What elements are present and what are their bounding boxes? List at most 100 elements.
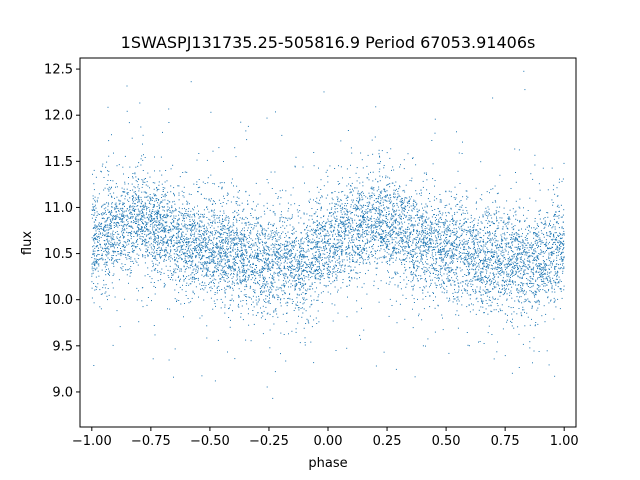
data-point <box>454 231 456 233</box>
data-point <box>157 189 159 190</box>
data-point <box>355 237 357 239</box>
data-point <box>303 257 305 259</box>
data-point <box>246 252 248 254</box>
data-point <box>208 258 210 260</box>
data-point <box>456 204 458 205</box>
data-point <box>120 218 122 220</box>
data-point <box>171 205 173 207</box>
data-point <box>477 219 479 221</box>
data-point <box>422 345 424 347</box>
data-point <box>532 362 533 364</box>
data-point <box>112 244 114 246</box>
data-point <box>216 230 218 232</box>
data-point <box>303 212 305 214</box>
data-point <box>95 237 96 239</box>
data-point <box>212 222 213 224</box>
data-point <box>412 158 413 159</box>
data-point <box>364 205 366 206</box>
data-point <box>237 283 239 285</box>
data-point <box>346 285 348 287</box>
data-point <box>563 234 565 236</box>
data-point <box>553 224 555 226</box>
data-point <box>370 251 372 253</box>
data-point <box>421 224 423 226</box>
data-point <box>190 277 192 279</box>
data-point <box>340 199 342 201</box>
data-point <box>250 271 252 273</box>
data-point <box>505 288 507 290</box>
data-point <box>499 261 501 262</box>
data-point <box>466 332 468 333</box>
data-point <box>417 260 419 262</box>
data-point <box>93 260 95 262</box>
data-point <box>269 303 271 304</box>
data-point <box>425 267 427 268</box>
data-point <box>257 259 259 261</box>
data-point <box>132 209 134 211</box>
data-point <box>161 268 163 270</box>
data-point <box>359 200 361 202</box>
data-point <box>312 288 314 290</box>
data-point <box>283 262 285 264</box>
data-point <box>150 216 152 218</box>
data-point <box>164 225 166 227</box>
data-point <box>215 231 216 233</box>
data-point <box>246 265 248 267</box>
data-point <box>461 243 463 245</box>
data-point <box>220 246 222 248</box>
data-point <box>316 287 317 289</box>
data-point <box>176 250 178 252</box>
data-point <box>173 217 175 219</box>
data-point <box>299 265 301 267</box>
data-point <box>198 226 200 228</box>
data-point <box>149 187 150 189</box>
data-point <box>554 266 556 268</box>
data-point <box>243 236 245 238</box>
data-point <box>225 239 226 241</box>
data-point <box>172 201 174 203</box>
data-point <box>407 229 409 230</box>
data-point <box>448 226 449 228</box>
data-point <box>424 206 426 208</box>
data-point <box>233 262 235 264</box>
data-point <box>451 254 453 256</box>
data-point <box>555 232 557 234</box>
data-point <box>226 217 228 219</box>
data-point <box>158 254 160 256</box>
data-point <box>122 253 124 255</box>
data-point <box>450 256 452 258</box>
data-point <box>501 251 503 253</box>
data-point <box>324 224 326 226</box>
data-point <box>525 300 527 302</box>
data-point <box>371 221 373 222</box>
data-point <box>256 245 258 247</box>
data-point <box>278 279 280 281</box>
data-point <box>480 271 482 272</box>
data-point <box>316 220 318 222</box>
data-point <box>375 267 377 269</box>
data-point <box>362 185 364 187</box>
data-point <box>535 251 537 253</box>
data-point <box>141 300 143 302</box>
data-point <box>124 195 126 197</box>
data-point <box>356 229 358 231</box>
data-point <box>283 217 285 219</box>
data-point <box>112 257 114 259</box>
data-point <box>503 222 505 224</box>
data-point <box>238 306 240 308</box>
data-point <box>429 220 431 222</box>
data-point <box>488 266 490 268</box>
data-point <box>373 200 375 202</box>
data-point <box>472 248 474 250</box>
data-point <box>353 229 355 231</box>
data-point <box>473 263 475 264</box>
data-point <box>433 214 435 215</box>
data-point <box>114 247 115 249</box>
data-point <box>362 239 363 241</box>
data-point <box>141 240 143 242</box>
data-point <box>208 252 210 254</box>
data-point <box>92 263 94 265</box>
data-point <box>155 220 157 222</box>
data-point <box>212 258 214 260</box>
data-point <box>480 281 482 283</box>
